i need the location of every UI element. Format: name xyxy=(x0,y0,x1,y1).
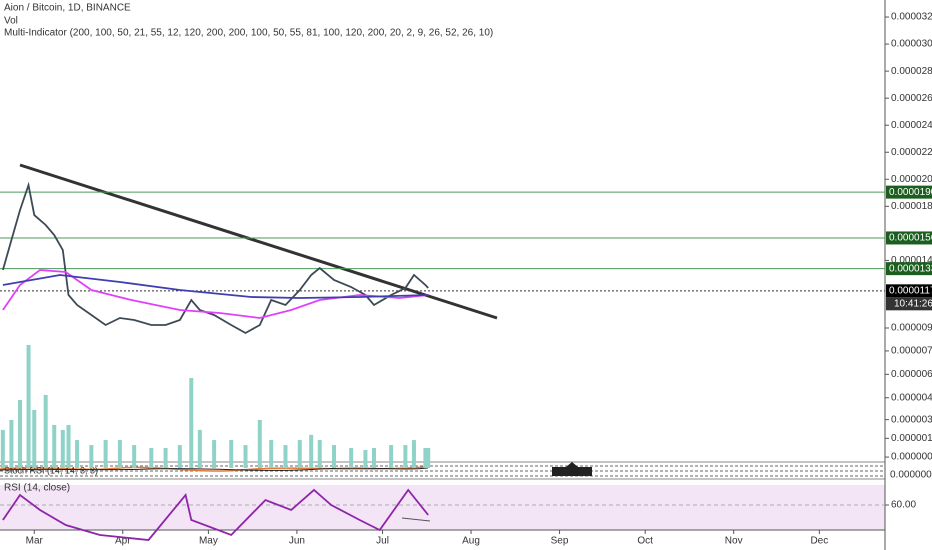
time-marker xyxy=(552,467,592,476)
x-tick-label: Mar xyxy=(26,536,44,547)
rsi-title: RSI (14, close) xyxy=(4,483,70,494)
y-tick-label: 0.00002600 xyxy=(891,93,932,104)
volume-bar xyxy=(43,394,48,468)
volume-bar xyxy=(66,424,71,468)
volume-bar xyxy=(363,450,368,468)
volume-bar xyxy=(389,445,394,468)
volume-bar xyxy=(229,440,234,468)
stoch-title: Stoch RSI (14, 14, 3, 3) xyxy=(4,465,98,475)
volume-bar xyxy=(269,440,274,468)
indicator-label: Vol xyxy=(4,16,18,27)
volume-bar xyxy=(9,419,14,468)
volume-bar xyxy=(309,434,314,468)
volume-bar xyxy=(17,399,22,468)
price-tag-label: 0.00001566 xyxy=(889,233,932,244)
volume-bar xyxy=(189,377,194,468)
x-tick-label: May xyxy=(199,536,218,547)
y-tick-label: 0.00002000 xyxy=(891,174,932,185)
volume-bar xyxy=(149,448,154,468)
volume-bar xyxy=(26,344,31,468)
price-tag xyxy=(886,231,932,245)
symbol-title: Aion / Bitcoin, 1D, BINANCE xyxy=(4,3,131,14)
volume-bar xyxy=(197,429,202,468)
volume-bar xyxy=(403,445,408,468)
volume-bar xyxy=(317,440,322,468)
divergence-line xyxy=(401,517,431,522)
y-tick-label: 0.00002400 xyxy=(891,120,932,131)
y-tick-label: 0.00000750 xyxy=(891,346,932,357)
volume-bar xyxy=(52,424,57,468)
y-tick-label: 60.00 xyxy=(891,500,916,511)
volume-bar xyxy=(349,448,354,468)
rsi-pane xyxy=(0,485,885,530)
x-tick-label: Nov xyxy=(725,536,743,547)
x-tick-label: Jun xyxy=(289,536,305,547)
y-tick-label: 0.00002800 xyxy=(891,66,932,77)
volume-bar xyxy=(163,448,168,468)
price-tag xyxy=(886,262,932,276)
price-tag-label: 0.00001175 xyxy=(889,285,932,296)
y-tick-label: 0.00001400 xyxy=(891,255,932,266)
y-tick-label: 0.00003000 xyxy=(891,39,932,50)
volume-bar xyxy=(423,448,428,468)
x-tick-label: Sep xyxy=(551,536,569,547)
x-tick-label: Apr xyxy=(115,536,131,547)
y-tick-label: 0.00000310 xyxy=(891,414,932,425)
y-tick-label: 0.00000900 xyxy=(891,323,932,334)
price-tag xyxy=(886,284,932,298)
volume-bar xyxy=(177,445,182,468)
volume-bar xyxy=(117,440,122,468)
price-line xyxy=(2,181,429,335)
volume-bar xyxy=(89,445,94,468)
x-tick-label: Aug xyxy=(462,536,480,547)
volume-bar xyxy=(132,445,137,468)
volume-bar xyxy=(32,409,37,468)
volume-bar xyxy=(426,448,431,468)
volume-bar xyxy=(60,429,65,468)
y-tick-label: 0.00002200 xyxy=(891,147,932,158)
volume-bar xyxy=(212,440,217,468)
stoch-zero-label: 0.00000000 xyxy=(890,470,932,481)
countdown-tag xyxy=(886,297,932,311)
y-tick-label: 0.00000190 xyxy=(891,433,932,444)
volume-bar xyxy=(283,445,288,468)
volume-bar xyxy=(0,429,5,468)
y-tick-label: 0.00000450 xyxy=(891,392,932,403)
stoch-line xyxy=(0,467,429,471)
y-tick-label: 0.00001800 xyxy=(891,201,932,212)
y-tick-label: 0.00000600 xyxy=(891,369,932,380)
price-tag-label: 0.00001339 xyxy=(889,263,932,274)
price-line xyxy=(2,274,429,299)
y-tick-label: 0.00003200 xyxy=(891,12,932,23)
price-line xyxy=(2,269,429,319)
price-tag-label: 0.00001905 xyxy=(889,187,932,198)
rsi-line xyxy=(2,488,429,541)
x-tick-label: Dec xyxy=(810,536,828,547)
volume-bar xyxy=(103,440,108,468)
volume-bar xyxy=(257,419,262,468)
volume-bar xyxy=(411,440,416,468)
trend-line xyxy=(19,163,498,320)
volume-bar xyxy=(297,440,302,468)
x-tick-label: Jul xyxy=(376,536,389,547)
price-tag xyxy=(886,185,932,199)
indicator-label: Multi-Indicator (200, 100, 50, 21, 55, 1… xyxy=(4,28,493,39)
y-tick-label: 0.00000070 xyxy=(891,452,932,463)
volume-bar xyxy=(75,440,80,468)
x-tick-label: Oct xyxy=(637,536,653,547)
volume-bar xyxy=(332,445,337,468)
volume-bar xyxy=(371,448,376,468)
volume-bar xyxy=(243,445,248,468)
time-marker xyxy=(566,462,578,467)
countdown-label: 10:41:26 xyxy=(894,298,932,309)
